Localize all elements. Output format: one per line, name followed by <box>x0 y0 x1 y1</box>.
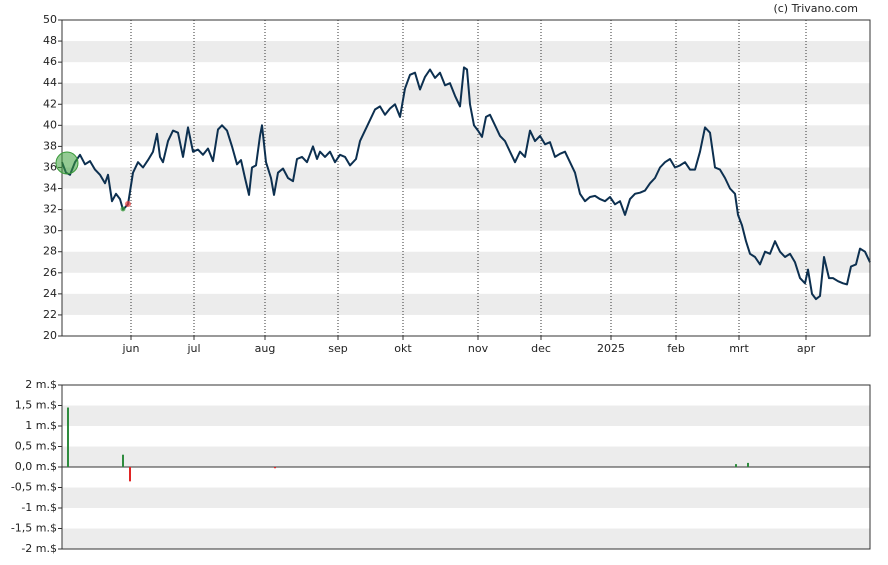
y-tick-label: 28 <box>43 245 57 258</box>
y-tick-label: 0,0 m.$ <box>15 460 57 473</box>
volume-bar <box>274 467 276 469</box>
y-tick-label: 44 <box>43 76 57 89</box>
volume-bar <box>735 464 737 467</box>
grid-band <box>62 167 870 189</box>
x-tick-label: sep <box>328 342 347 355</box>
y-tick-label: -1,5 m.$ <box>11 522 57 535</box>
y-tick-label: 20 <box>43 329 57 342</box>
x-tick-label: dec <box>531 342 551 355</box>
y-tick-label: 24 <box>43 287 57 300</box>
x-tick-label: feb <box>667 342 685 355</box>
marker-sell <box>125 201 131 207</box>
grid-band <box>62 528 870 549</box>
price-line <box>61 66 871 301</box>
x-tick-label: nov <box>468 342 489 355</box>
grid-band <box>62 209 870 231</box>
volume-bar <box>129 467 131 482</box>
grid-band <box>62 251 870 273</box>
volume-bar <box>122 454 124 467</box>
y-tick-label: 1 m.$ <box>25 419 57 432</box>
y-tick-label: 2 m.$ <box>25 378 57 391</box>
x-tick-label: 2025 <box>597 342 625 355</box>
grid-band <box>62 125 870 147</box>
x-tick-label: okt <box>394 342 412 355</box>
y-tick-label: 22 <box>43 308 57 321</box>
plot-frame <box>61 384 871 550</box>
x-tick-label: jun <box>122 342 140 355</box>
x-tick-label: apr <box>797 342 816 355</box>
y-tick-label: -2 m.$ <box>21 542 57 555</box>
grid-band <box>62 487 870 508</box>
source: (c) Trivano.com <box>773 2 858 15</box>
plot-frame <box>61 19 871 337</box>
grid-band <box>62 446 870 467</box>
y-tick-label: 38 <box>43 139 57 152</box>
grid-band <box>62 41 870 63</box>
y-tick-label: 42 <box>43 97 57 110</box>
y-tick-label: 1,5 m.$ <box>15 399 57 412</box>
y-tick-label: 46 <box>43 55 57 68</box>
marker-buy <box>120 206 126 212</box>
x-tick-label: jul <box>186 342 200 355</box>
volume-bar <box>747 462 749 467</box>
y-tick-label: -1 m.$ <box>21 501 57 514</box>
y-tick-label: 36 <box>43 160 57 173</box>
grid-band <box>62 83 870 105</box>
y-tick-label: 50 <box>43 13 57 26</box>
y-tick-label: 40 <box>43 118 57 131</box>
y-tick-label: -0,5 m.$ <box>11 481 57 494</box>
y-tick-label: 48 <box>43 34 57 47</box>
marker-start <box>55 151 79 175</box>
grid-band <box>62 293 870 315</box>
y-tick-label: 26 <box>43 266 57 279</box>
y-tick-label: 30 <box>43 224 57 237</box>
y-tick-label: 0,5 m.$ <box>15 440 57 453</box>
volume-bar <box>67 407 69 467</box>
x-tick-label: aug <box>255 342 276 355</box>
x-tick-label: mrt <box>729 342 749 355</box>
y-tick-label: 34 <box>43 182 57 195</box>
grid-band <box>62 405 870 426</box>
y-tick-label: 32 <box>43 203 57 216</box>
